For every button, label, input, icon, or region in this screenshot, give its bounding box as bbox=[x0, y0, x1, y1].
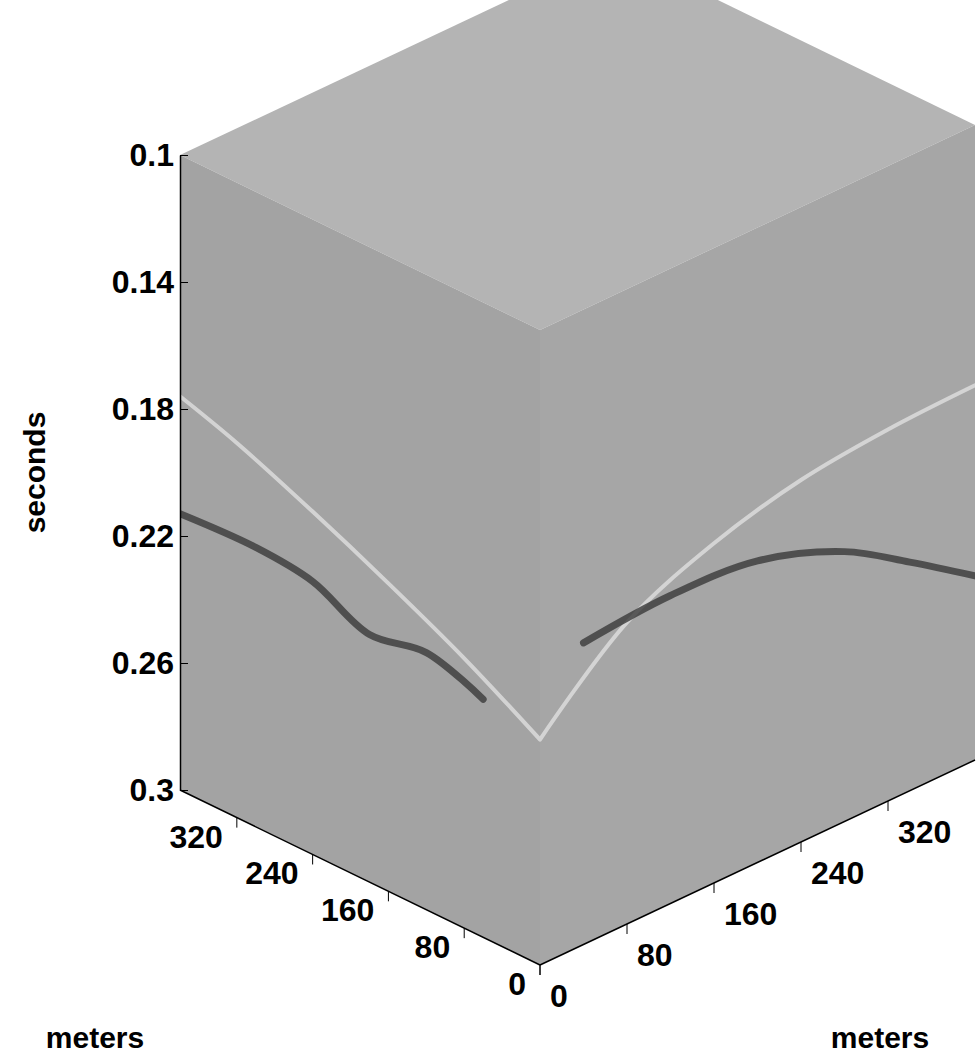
right-face bbox=[540, 125, 975, 965]
tick-label: 240 bbox=[811, 855, 864, 891]
tick-label: 0.18 bbox=[112, 391, 174, 427]
tick-mark bbox=[180, 155, 188, 156]
tick-label: 240 bbox=[245, 855, 298, 891]
reflection-event bbox=[180, 396, 540, 739]
chart: 0.1 0.14 0.18 0.22 0.26 0.3 seconds 0 80 160 240 32… bbox=[0, 0, 978, 1063]
tick-label: 80 bbox=[637, 937, 673, 973]
axis-line bbox=[180, 156, 182, 791]
tick: 0.1 bbox=[130, 137, 188, 173]
tick-label: 0 bbox=[550, 978, 568, 1014]
reflection-event bbox=[540, 385, 975, 739]
left-face bbox=[180, 155, 540, 965]
tick-label: 320 bbox=[898, 814, 951, 850]
tick-mark bbox=[464, 928, 465, 938]
tick-label: 0.26 bbox=[112, 645, 174, 681]
axis-title: meters bbox=[46, 1021, 144, 1054]
tick-mark bbox=[236, 818, 237, 828]
reflection-event bbox=[180, 514, 483, 699]
cube-faces bbox=[180, 0, 975, 965]
tick-label: 80 bbox=[415, 929, 451, 965]
tick: 0.22 bbox=[112, 518, 188, 554]
tick: 0.18 bbox=[112, 391, 188, 427]
tick-mark bbox=[180, 282, 188, 283]
tick-mark bbox=[627, 924, 628, 934]
axis-line bbox=[180, 790, 540, 965]
axis-line bbox=[540, 760, 975, 965]
y-axis: 0 80 160 240 320 bbox=[540, 760, 975, 1014]
axis-title: seconds bbox=[18, 412, 51, 534]
tick-label: 0 bbox=[508, 966, 526, 1002]
tick-label: 0.3 bbox=[130, 772, 174, 808]
tick: 0.26 bbox=[112, 645, 188, 681]
tick-mark bbox=[714, 883, 715, 893]
tick-mark bbox=[388, 891, 389, 901]
tick-label: 0.22 bbox=[112, 518, 174, 554]
events-xz_series bbox=[180, 396, 540, 739]
tick-mark bbox=[180, 409, 188, 410]
tick-label: 160 bbox=[321, 892, 374, 928]
tick-mark bbox=[540, 965, 541, 975]
tick-label: 0.14 bbox=[112, 264, 174, 300]
tick-mark bbox=[180, 536, 188, 537]
tick-mark bbox=[540, 965, 541, 975]
z-axis: 0.1 0.14 0.18 0.22 0.26 0.3 bbox=[112, 137, 188, 808]
tick-mark bbox=[888, 801, 889, 811]
tick-mark bbox=[801, 842, 802, 852]
tick-label: 320 bbox=[169, 819, 222, 855]
tick: 0.3 bbox=[130, 772, 188, 808]
tick-mark bbox=[312, 854, 313, 864]
axis-title: meters bbox=[831, 1021, 929, 1054]
tick-label: 160 bbox=[724, 896, 777, 932]
reflection-event bbox=[584, 552, 976, 643]
tick: 0.14 bbox=[112, 264, 188, 300]
tick-label: 0.1 bbox=[130, 137, 174, 173]
events-yz_series bbox=[540, 385, 975, 739]
tick-mark bbox=[180, 663, 188, 664]
x-axis: 0 80 160 240 320 bbox=[169, 790, 540, 1002]
